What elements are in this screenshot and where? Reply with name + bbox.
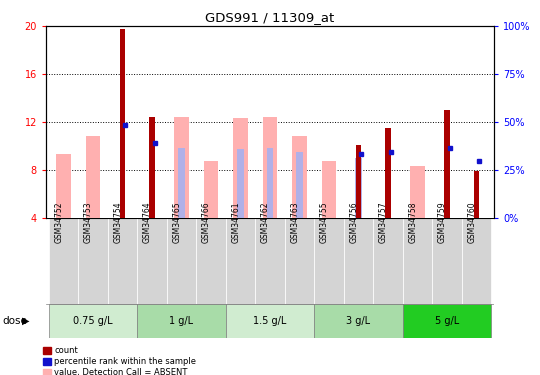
Bar (314, 304, 403, 338)
Text: GSM34753: GSM34753 (84, 201, 93, 243)
Bar (373, 217, 403, 304)
Bar (403, 217, 432, 304)
Bar (226, 304, 314, 338)
Bar (356, 145, 361, 218)
Text: GSM34760: GSM34760 (468, 201, 476, 243)
Text: 1.5 g/L: 1.5 g/L (253, 316, 287, 326)
Text: GSM34766: GSM34766 (202, 201, 211, 243)
Bar (444, 110, 449, 218)
Text: GSM34759: GSM34759 (438, 201, 447, 243)
Bar (432, 217, 462, 304)
Bar (292, 136, 307, 218)
Text: GSM34755: GSM34755 (320, 201, 329, 243)
Bar (204, 161, 218, 218)
Bar (149, 148, 155, 217)
Bar (285, 217, 314, 304)
Bar (150, 117, 154, 218)
Bar (322, 161, 336, 218)
Bar (86, 136, 100, 218)
Text: 0.75 g/L: 0.75 g/L (73, 316, 113, 326)
Bar (238, 149, 244, 217)
Bar (263, 117, 277, 218)
Bar (49, 217, 78, 304)
Bar (385, 152, 391, 217)
Text: GSM34761: GSM34761 (232, 201, 240, 243)
Bar (474, 171, 479, 217)
Bar (267, 148, 273, 217)
Text: GSM34758: GSM34758 (408, 201, 417, 243)
Bar (410, 166, 424, 218)
Text: GSM34754: GSM34754 (113, 201, 123, 243)
Text: GSM34756: GSM34756 (349, 201, 359, 243)
Bar (255, 217, 285, 304)
Text: GSM34757: GSM34757 (379, 201, 388, 243)
Bar (178, 148, 185, 217)
Bar (108, 217, 137, 304)
Text: GSM34762: GSM34762 (261, 201, 270, 243)
Bar (56, 154, 71, 218)
Title: GDS991 / 11309_at: GDS991 / 11309_at (205, 11, 335, 24)
Legend: count, percentile rank within the sample, value, Detection Call = ABSENT, rank, : count, percentile rank within the sample… (42, 345, 197, 375)
Bar (120, 28, 125, 218)
Bar (386, 128, 390, 218)
Bar (344, 217, 373, 304)
Bar (137, 304, 226, 338)
Bar (78, 217, 108, 304)
Bar (403, 304, 491, 338)
Text: GSM34764: GSM34764 (143, 201, 152, 243)
Bar (196, 217, 226, 304)
Text: 5 g/L: 5 g/L (435, 316, 459, 326)
Text: 1 g/L: 1 g/L (170, 316, 194, 326)
Bar (167, 217, 196, 304)
Text: GSM34765: GSM34765 (173, 201, 181, 243)
Bar (226, 217, 255, 304)
Bar (233, 118, 248, 218)
Bar (296, 152, 302, 217)
Text: GSM34752: GSM34752 (55, 201, 64, 243)
Text: GSM34763: GSM34763 (291, 201, 300, 243)
Text: dose: dose (3, 316, 28, 326)
Bar (355, 158, 362, 218)
Text: ▶: ▶ (22, 316, 30, 326)
Bar (49, 304, 137, 338)
Bar (462, 217, 491, 304)
Bar (174, 117, 189, 218)
Bar (314, 217, 344, 304)
Bar (137, 217, 167, 304)
Bar (444, 149, 450, 217)
Text: 3 g/L: 3 g/L (346, 316, 370, 326)
